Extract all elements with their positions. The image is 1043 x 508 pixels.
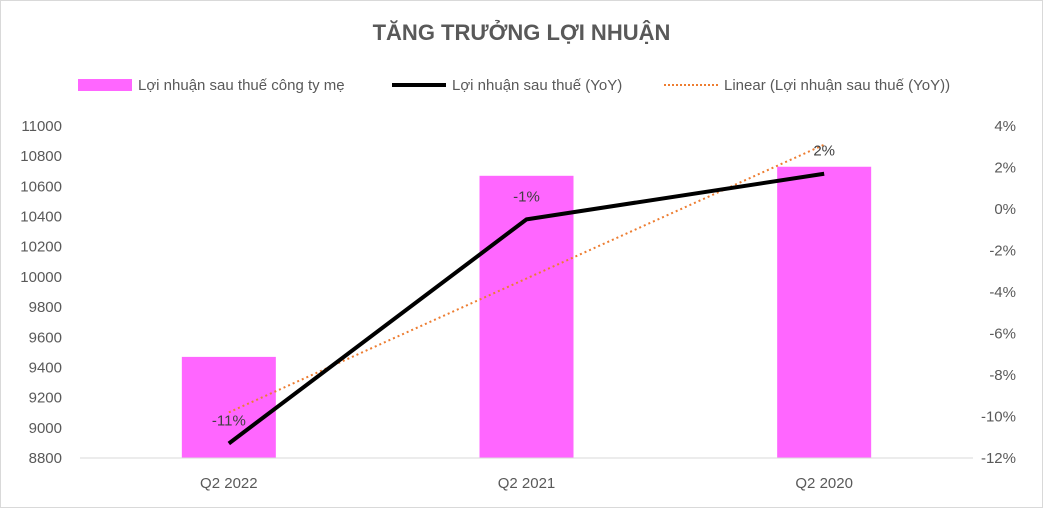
y-left-tick-label: 8800 [29, 450, 62, 467]
legend-swatch-bar [78, 79, 132, 91]
x-tick-label: Q2 2022 [200, 475, 258, 492]
legend-label-trendline: Linear (Lợi nhuận sau thuế (YoY)) [724, 76, 951, 94]
x-tick-label: Q2 2021 [498, 475, 556, 492]
y-right-tick-label: 2% [994, 160, 1016, 177]
y-right-tick-label: 0% [994, 201, 1016, 218]
bar [777, 166, 872, 458]
bar [479, 175, 574, 459]
y-left-tick-label: 9800 [29, 299, 62, 316]
y-left-tick-label: 9600 [29, 329, 62, 346]
legend-item-trendline: Linear (Lợi nhuận sau thuế (YoY)) [664, 74, 950, 96]
y-left-tick-label: 10800 [20, 148, 62, 165]
y-left-tick-label: 9200 [29, 390, 62, 407]
legend-item-line: Lợi nhuận sau thuế (YoY) [392, 74, 622, 96]
y-left-tick-label: 10200 [20, 239, 62, 256]
legend: Lợi nhuận sau thuế công ty mẹ Lợi nhuận … [0, 74, 1043, 98]
y-left-tick-label: 10600 [20, 178, 62, 195]
legend-label-line: Lợi nhuận sau thuế (YoY) [452, 76, 623, 94]
chart-title: TĂNG TRƯỞNG LỢI NHUẬN [372, 20, 671, 45]
yoy-data-label: 2% [813, 143, 835, 160]
yoy-data-label: -11% [212, 412, 246, 429]
yoy-data-label: -1% [513, 188, 540, 205]
legend-swatch-line [392, 83, 446, 87]
y-left-tick-label: 9000 [29, 420, 62, 437]
legend-swatch-trendline [664, 84, 718, 86]
trendline [228, 143, 825, 414]
y-right-tick-label: -2% [989, 243, 1016, 260]
y-left-tick-label: 9400 [29, 359, 62, 376]
y-right-tick-label: -10% [981, 409, 1016, 426]
y-right-tick-label: -4% [989, 284, 1016, 301]
y-right-tick-label: -12% [981, 450, 1016, 467]
x-tick-label: Q2 2020 [795, 475, 853, 492]
yoy-line [227, 171, 825, 446]
y-right-tick-label: 4% [994, 118, 1016, 135]
legend-label-bar: Lợi nhuận sau thuế công ty mẹ [138, 76, 345, 94]
y-left-tick-label: 10400 [20, 209, 62, 226]
y-left-tick-label: 10000 [20, 269, 62, 286]
y-left-tick-label: 11000 [21, 118, 62, 135]
legend-item-bar: Lợi nhuận sau thuế công ty mẹ [78, 74, 345, 96]
y-right-tick-label: -8% [989, 367, 1016, 384]
y-right-tick-label: -6% [989, 326, 1016, 343]
